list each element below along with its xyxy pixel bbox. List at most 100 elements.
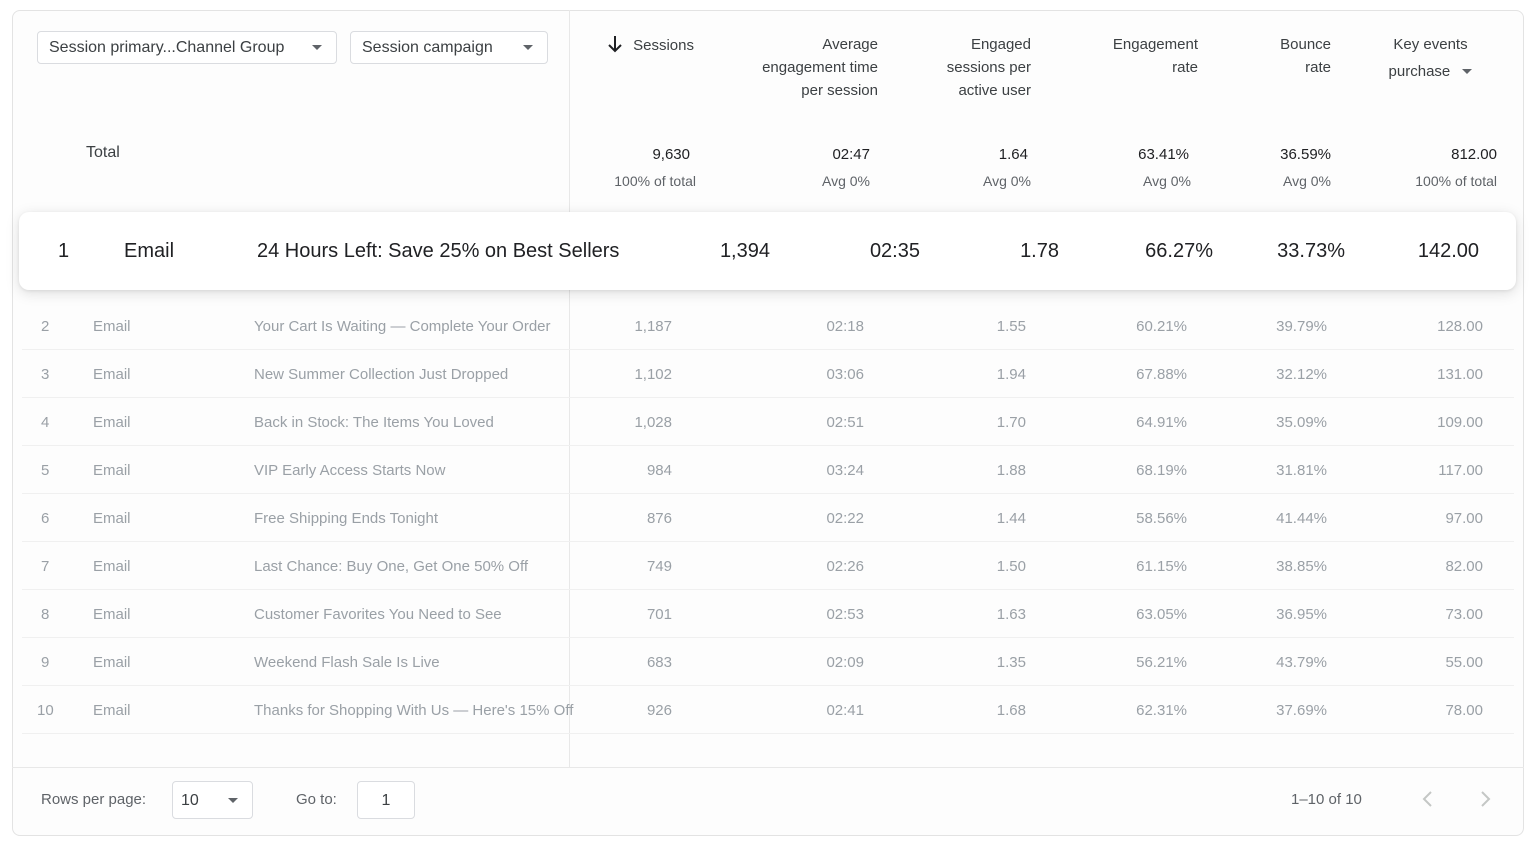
table-row[interactable]: 2 Email Your Cart Is Waiting — Complete Yo… [22,302,1514,350]
highlighted-table-row[interactable]: 1 Email 24 Hours Left: Save 25% on Best … [19,212,1516,290]
row-index: 1 [58,240,70,262]
row-avg-engagement: 02:51 [826,414,864,431]
table-row[interactable]: 8 Email Customer Favorites You Need to See… [22,590,1514,638]
row-avg-engagement: 02:41 [826,702,864,719]
total-engaged-sessions: 1.64 Avg 0% [930,145,1031,191]
row-bounce-rate: 38.85% [1276,558,1327,575]
column-header-key-events[interactable]: Key events purchase [1370,33,1491,83]
bounce-rate-header-line-1: Bounce [1280,36,1331,53]
row-engagement-rate: 64.91% [1136,414,1187,431]
caret-down-icon [228,798,238,803]
row-bounce-rate: 33.73% [1277,240,1345,262]
row-avg-engagement: 02:35 [869,240,920,262]
row-index: 8 [41,606,50,623]
row-avg-engagement: 02:53 [826,606,864,623]
rows-per-page-label: Rows per page: [41,791,147,808]
avg-engagement-header-line-2: engagement time [762,59,878,76]
row-key-events: 73.00 [1445,606,1483,623]
row-sessions: 1,102 [634,366,672,383]
row-channel: Email [93,606,131,623]
avg-engagement-header-line-1: Average [822,36,878,53]
row-channel: Email [124,240,175,262]
row-channel: Email [93,366,131,383]
row-sessions: 926 [646,702,672,719]
row-avg-engagement: 02:18 [826,318,864,335]
row-sessions: 1,028 [634,414,672,431]
table-row[interactable]: 9 Email Weekend Flash Sale Is Live 683 02:09… [22,638,1514,686]
total-sessions: 9,630 100% of total [590,145,696,191]
row-campaign: Your Cart Is Waiting — Complete Your Ord… [254,318,551,335]
total-bounce-rate-sub: Avg 0% [1283,173,1331,189]
row-sessions: 984 [646,462,672,479]
chevron-left-icon[interactable] [1420,789,1436,809]
column-header-engagement-rate[interactable]: Engagement rate [1070,33,1198,79]
key-events-metric-label: purchase [1388,63,1451,80]
total-row-label: Total [86,144,120,161]
row-key-events: 97.00 [1445,510,1483,527]
footer-divider [12,767,1524,768]
engagement-rate-header-line-2: rate [1172,59,1198,76]
total-avg-engagement: 02:47 Avg 0% [760,145,870,191]
column-header-engaged-sessions[interactable]: Engaged sessions per active user [900,33,1031,102]
row-channel: Email [93,318,131,335]
row-engaged-sessions: 1.78 [1020,240,1059,262]
row-index: 10 [37,702,54,719]
pagination-range: 1–10 of 10 [1291,791,1362,808]
row-campaign: VIP Early Access Starts Now [254,462,446,479]
row-channel: Email [93,510,131,527]
row-index: 9 [41,654,50,671]
row-sessions: 683 [646,654,672,671]
chevron-right-icon[interactable] [1477,789,1493,809]
table-row[interactable]: 6 Email Free Shipping Ends Tonight 876 02:22… [22,494,1514,542]
column-header-bounce-rate[interactable]: Bounce rate [1230,33,1331,79]
key-events-metric-selector[interactable]: purchase [1370,60,1491,83]
row-sessions: 1,394 [719,240,770,262]
row-engaged-sessions: 1.44 [996,510,1026,527]
row-campaign: Last Chance: Buy One, Get One 50% Off [254,558,529,575]
column-divider [569,10,570,767]
row-bounce-rate: 41.44% [1276,510,1327,527]
row-bounce-rate: 36.95% [1276,606,1327,623]
total-bounce-rate-value: 36.59% [1280,146,1331,163]
row-index: 3 [41,366,50,383]
row-bounce-rate: 43.79% [1276,654,1327,671]
table-row[interactable]: 4 Email Back in Stock: The Items You Loved… [22,398,1514,446]
engaged-sessions-header-line-2: sessions per [946,59,1031,76]
rows-per-page-select[interactable]: 10 [172,781,253,819]
table-row[interactable]: 3 Email New Summer Collection Just Dropped… [22,350,1514,398]
row-avg-engagement: 03:24 [826,462,864,479]
caret-down-icon [312,45,322,50]
column-header-sessions[interactable]: Sessions [590,34,694,57]
total-engaged-sessions-sub: Avg 0% [983,173,1031,189]
row-key-events: 117.00 [1438,462,1483,479]
row-channel: Email [93,462,131,479]
table-row[interactable]: 10 Email Thanks for Shopping With Us — Her… [22,686,1514,734]
row-campaign: Customer Favorites You Need to See [254,606,502,623]
row-campaign: Back in Stock: The Items You Loved [254,414,494,431]
column-header-avg-engagement-time[interactable]: Average engagement time per session [720,33,878,102]
row-engagement-rate: 56.21% [1136,654,1187,671]
total-key-events-sub: 100% of total [1415,173,1497,189]
row-avg-engagement: 02:09 [826,654,864,671]
session-campaign-dimension-dropdown[interactable]: Session campaign [350,31,548,64]
row-campaign: 24 Hours Left: Save 25% on Best Sellers [257,240,620,262]
key-events-header-line-1: Key events [1393,36,1468,53]
row-engaged-sessions: 1.88 [996,462,1026,479]
row-campaign: Thanks for Shopping With Us — Here's 15%… [254,702,574,719]
total-engagement-rate-sub: Avg 0% [1143,173,1191,189]
row-channel: Email [93,654,131,671]
channel-group-dimension-dropdown[interactable]: Session primary...Channel Group [37,31,337,64]
goto-page-input[interactable]: 1 [357,781,415,819]
total-bounce-rate: 36.59% Avg 0% [1230,145,1331,191]
row-engaged-sessions: 1.68 [996,702,1026,719]
table-row[interactable]: 7 Email Last Chance: Buy One, Get One 50% … [22,542,1514,590]
rows-per-page-value: 10 [181,792,199,809]
row-key-events: 55.00 [1445,654,1483,671]
session-campaign-dropdown-label: Session campaign [362,38,493,56]
table-row[interactable]: 5 Email VIP Early Access Starts Now 984 03:2… [22,446,1514,494]
row-sessions: 749 [646,558,672,575]
row-key-events: 82.00 [1445,558,1483,575]
row-engagement-rate: 62.31% [1136,702,1187,719]
row-engagement-rate: 61.15% [1136,558,1187,575]
row-engagement-rate: 67.88% [1136,366,1187,383]
